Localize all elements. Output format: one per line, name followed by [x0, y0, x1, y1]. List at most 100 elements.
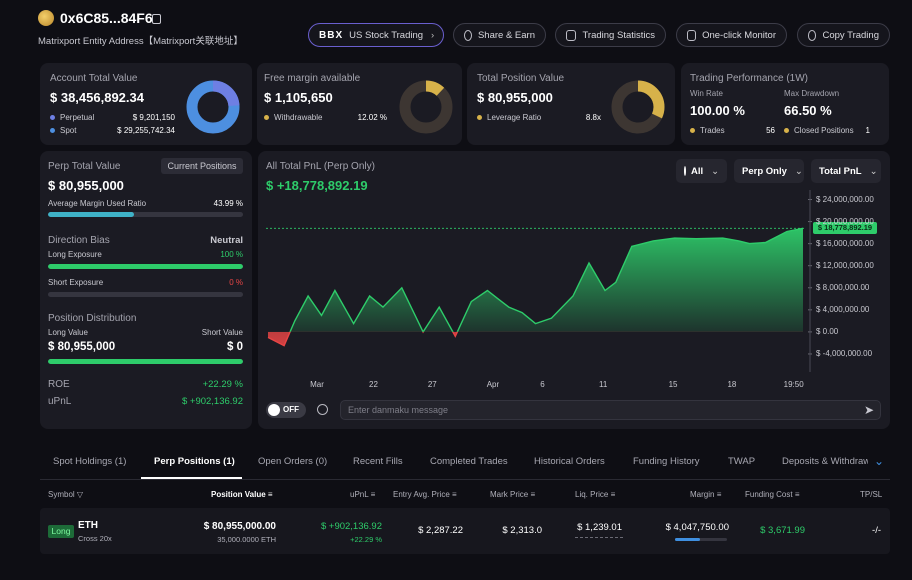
range-filter-dropdown[interactable]: All ⌄ [676, 159, 727, 183]
win-rate-value: 100.00 % [690, 103, 745, 118]
header-liq-label: Liq. Price [575, 490, 609, 499]
header-position-value-label: Position Value [211, 490, 266, 499]
x-tick-label: 19:50 [783, 380, 804, 389]
position-donut [611, 80, 665, 134]
tab-7[interactable]: TWAP [728, 456, 756, 467]
header-symbol[interactable]: Symbol ▽ [48, 490, 83, 499]
performance-card: Trading Performance (1W) Win Rate 100.00… [681, 63, 889, 145]
short-value: $ 0 [227, 341, 243, 353]
tab-5[interactable]: Historical Orders [534, 456, 605, 467]
perp-value: $ 80,955,000 [48, 178, 124, 193]
x-tick-label: 18 [727, 380, 737, 389]
one-click-monitor-label: One-click Monitor [702, 29, 776, 41]
margin-value: $ 1,105,650 [264, 90, 333, 105]
bbx-logo: BBX [319, 29, 344, 41]
trades-label: Trades [700, 126, 725, 135]
chevron-down-icon: ⌄ [794, 165, 803, 177]
row-mark-price: $ 2,313.0 [502, 525, 542, 536]
margin-donut [399, 80, 453, 134]
send-icon[interactable]: ➤ [863, 403, 874, 417]
pnl-value: $ +18,778,892.19 [266, 178, 368, 193]
danmaku-input[interactable]: Enter danmaku message ➤ [340, 400, 881, 420]
tab-1[interactable]: Perp Positions (1) [154, 456, 235, 467]
position-card: Total Position Value $ 80,955,000 Levera… [467, 63, 675, 145]
header-liq-price[interactable]: Liq. Price ≡ [575, 490, 615, 499]
perpetual-dot [50, 115, 55, 121]
current-value-tag: $ 18,778,892.19 [813, 222, 877, 235]
position-value: $ 80,955,000 [477, 90, 553, 105]
header-mark-price[interactable]: Mark Price ≡ [490, 490, 535, 499]
account-card: Account Total Value $ 38,456,892.34 Perp… [40, 63, 252, 145]
header-margin[interactable]: Margin ≡ [690, 490, 721, 499]
header-upnl[interactable]: uPnL ≡ [350, 490, 375, 499]
perp-title: Perp Total Value [48, 161, 121, 172]
stats-icon [566, 29, 577, 41]
y-tick-label: $ 12,000,000.00 [816, 260, 874, 270]
short-exposure-value: 0 % [229, 278, 243, 287]
one-click-monitor-button[interactable]: One-click Monitor [676, 23, 787, 47]
margin-mini-bar [675, 538, 727, 541]
toggle-label: OFF [283, 405, 299, 414]
sort-icon: ≡ [610, 490, 616, 499]
leverage-value: 8.8x [585, 113, 601, 122]
danmaku-toggle[interactable]: OFF [266, 402, 306, 418]
distribution-bar [48, 359, 243, 364]
roe-label: ROE [48, 379, 70, 390]
spot-value: $ 29,255,742.34 [117, 126, 175, 135]
us-stock-trading-button[interactable]: BBX US Stock Trading › [308, 23, 444, 47]
header-entry-price[interactable]: Entry Avg. Price ≡ [393, 490, 457, 499]
upnl-value: $ +902,136.92 [181, 396, 243, 407]
trading-statistics-button[interactable]: Trading Statistics [555, 23, 666, 47]
position-title: Total Position Value [477, 73, 565, 84]
performance-title: Trading Performance (1W) [690, 73, 808, 84]
margin-ratio-label: Average Margin Used Ratio [48, 199, 147, 208]
short-value-label: Short Value [201, 328, 243, 337]
perpetual-row: Perpetual $ 9,201,150 [50, 113, 175, 122]
pnl-area-positive [268, 228, 803, 332]
long-value: $ 80,955,000 [48, 341, 116, 353]
header-funding-label: Funding Cost [745, 490, 793, 499]
current-positions-button[interactable]: Current Positions [161, 158, 243, 174]
tab-4[interactable]: Completed Trades [430, 456, 508, 467]
danmaku-settings-icon[interactable] [317, 404, 328, 415]
table-row[interactable] [40, 508, 890, 554]
leverage-label: Leverage Ratio [487, 113, 542, 122]
x-tick-label: 22 [369, 380, 378, 389]
row-upnl: $ +902,136.92 [320, 521, 382, 532]
direction-value: Neutral [210, 235, 243, 246]
withdrawable-label: Withdrawable [274, 113, 323, 122]
address-avatar [38, 10, 54, 26]
spot-label: Spot [60, 126, 77, 135]
header-funding-cost[interactable]: Funding Cost ≡ [745, 490, 800, 499]
type-filter-dropdown[interactable]: Perp Only ⌄ [734, 159, 804, 183]
copy-trading-button[interactable]: Copy Trading [797, 23, 890, 47]
header-position-value[interactable]: Position Value ≡ [211, 490, 273, 499]
header-upnl-label: uPnL [350, 490, 369, 499]
spot-row: Spot $ 29,255,742.34 [50, 126, 175, 135]
y-tick-label: $ 8,000,000.00 [816, 282, 870, 292]
copy-trading-icon [808, 29, 817, 41]
x-tick-label: 15 [668, 380, 678, 389]
tab-6[interactable]: Funding History [633, 456, 700, 467]
margin-ratio-bar [48, 212, 243, 217]
liq-dotted-line [575, 537, 623, 538]
trades-row: Trades 56 [690, 126, 775, 135]
row-symbol: ETH [78, 520, 98, 531]
share-earn-button[interactable]: Share & Earn [453, 23, 546, 47]
type-filter-label: Perp Only [742, 165, 787, 177]
perpetual-value: $ 9,201,150 [132, 113, 175, 122]
row-margin: $ 4,047,750.00 [665, 522, 729, 533]
win-rate-label: Win Rate [690, 89, 723, 98]
share-earn-label: Share & Earn [477, 29, 535, 41]
tabs-more-chevron-icon[interactable]: ⌄ [874, 454, 885, 468]
closed-label: Closed Positions [794, 126, 854, 135]
tab-0[interactable]: Spot Holdings (1) [53, 456, 127, 467]
copy-icon[interactable] [152, 14, 161, 24]
side-badge: Long [48, 525, 74, 538]
long-exposure-value: 100 % [220, 250, 243, 259]
tab-8[interactable]: Deposits & Withdrawals [782, 456, 868, 467]
roe-value: +22.29 % [202, 379, 243, 390]
metric-filter-dropdown[interactable]: Total PnL ⌄ [811, 159, 881, 183]
tab-2[interactable]: Open Orders (0) [258, 456, 328, 467]
tab-3[interactable]: Recent Fills [353, 456, 403, 467]
